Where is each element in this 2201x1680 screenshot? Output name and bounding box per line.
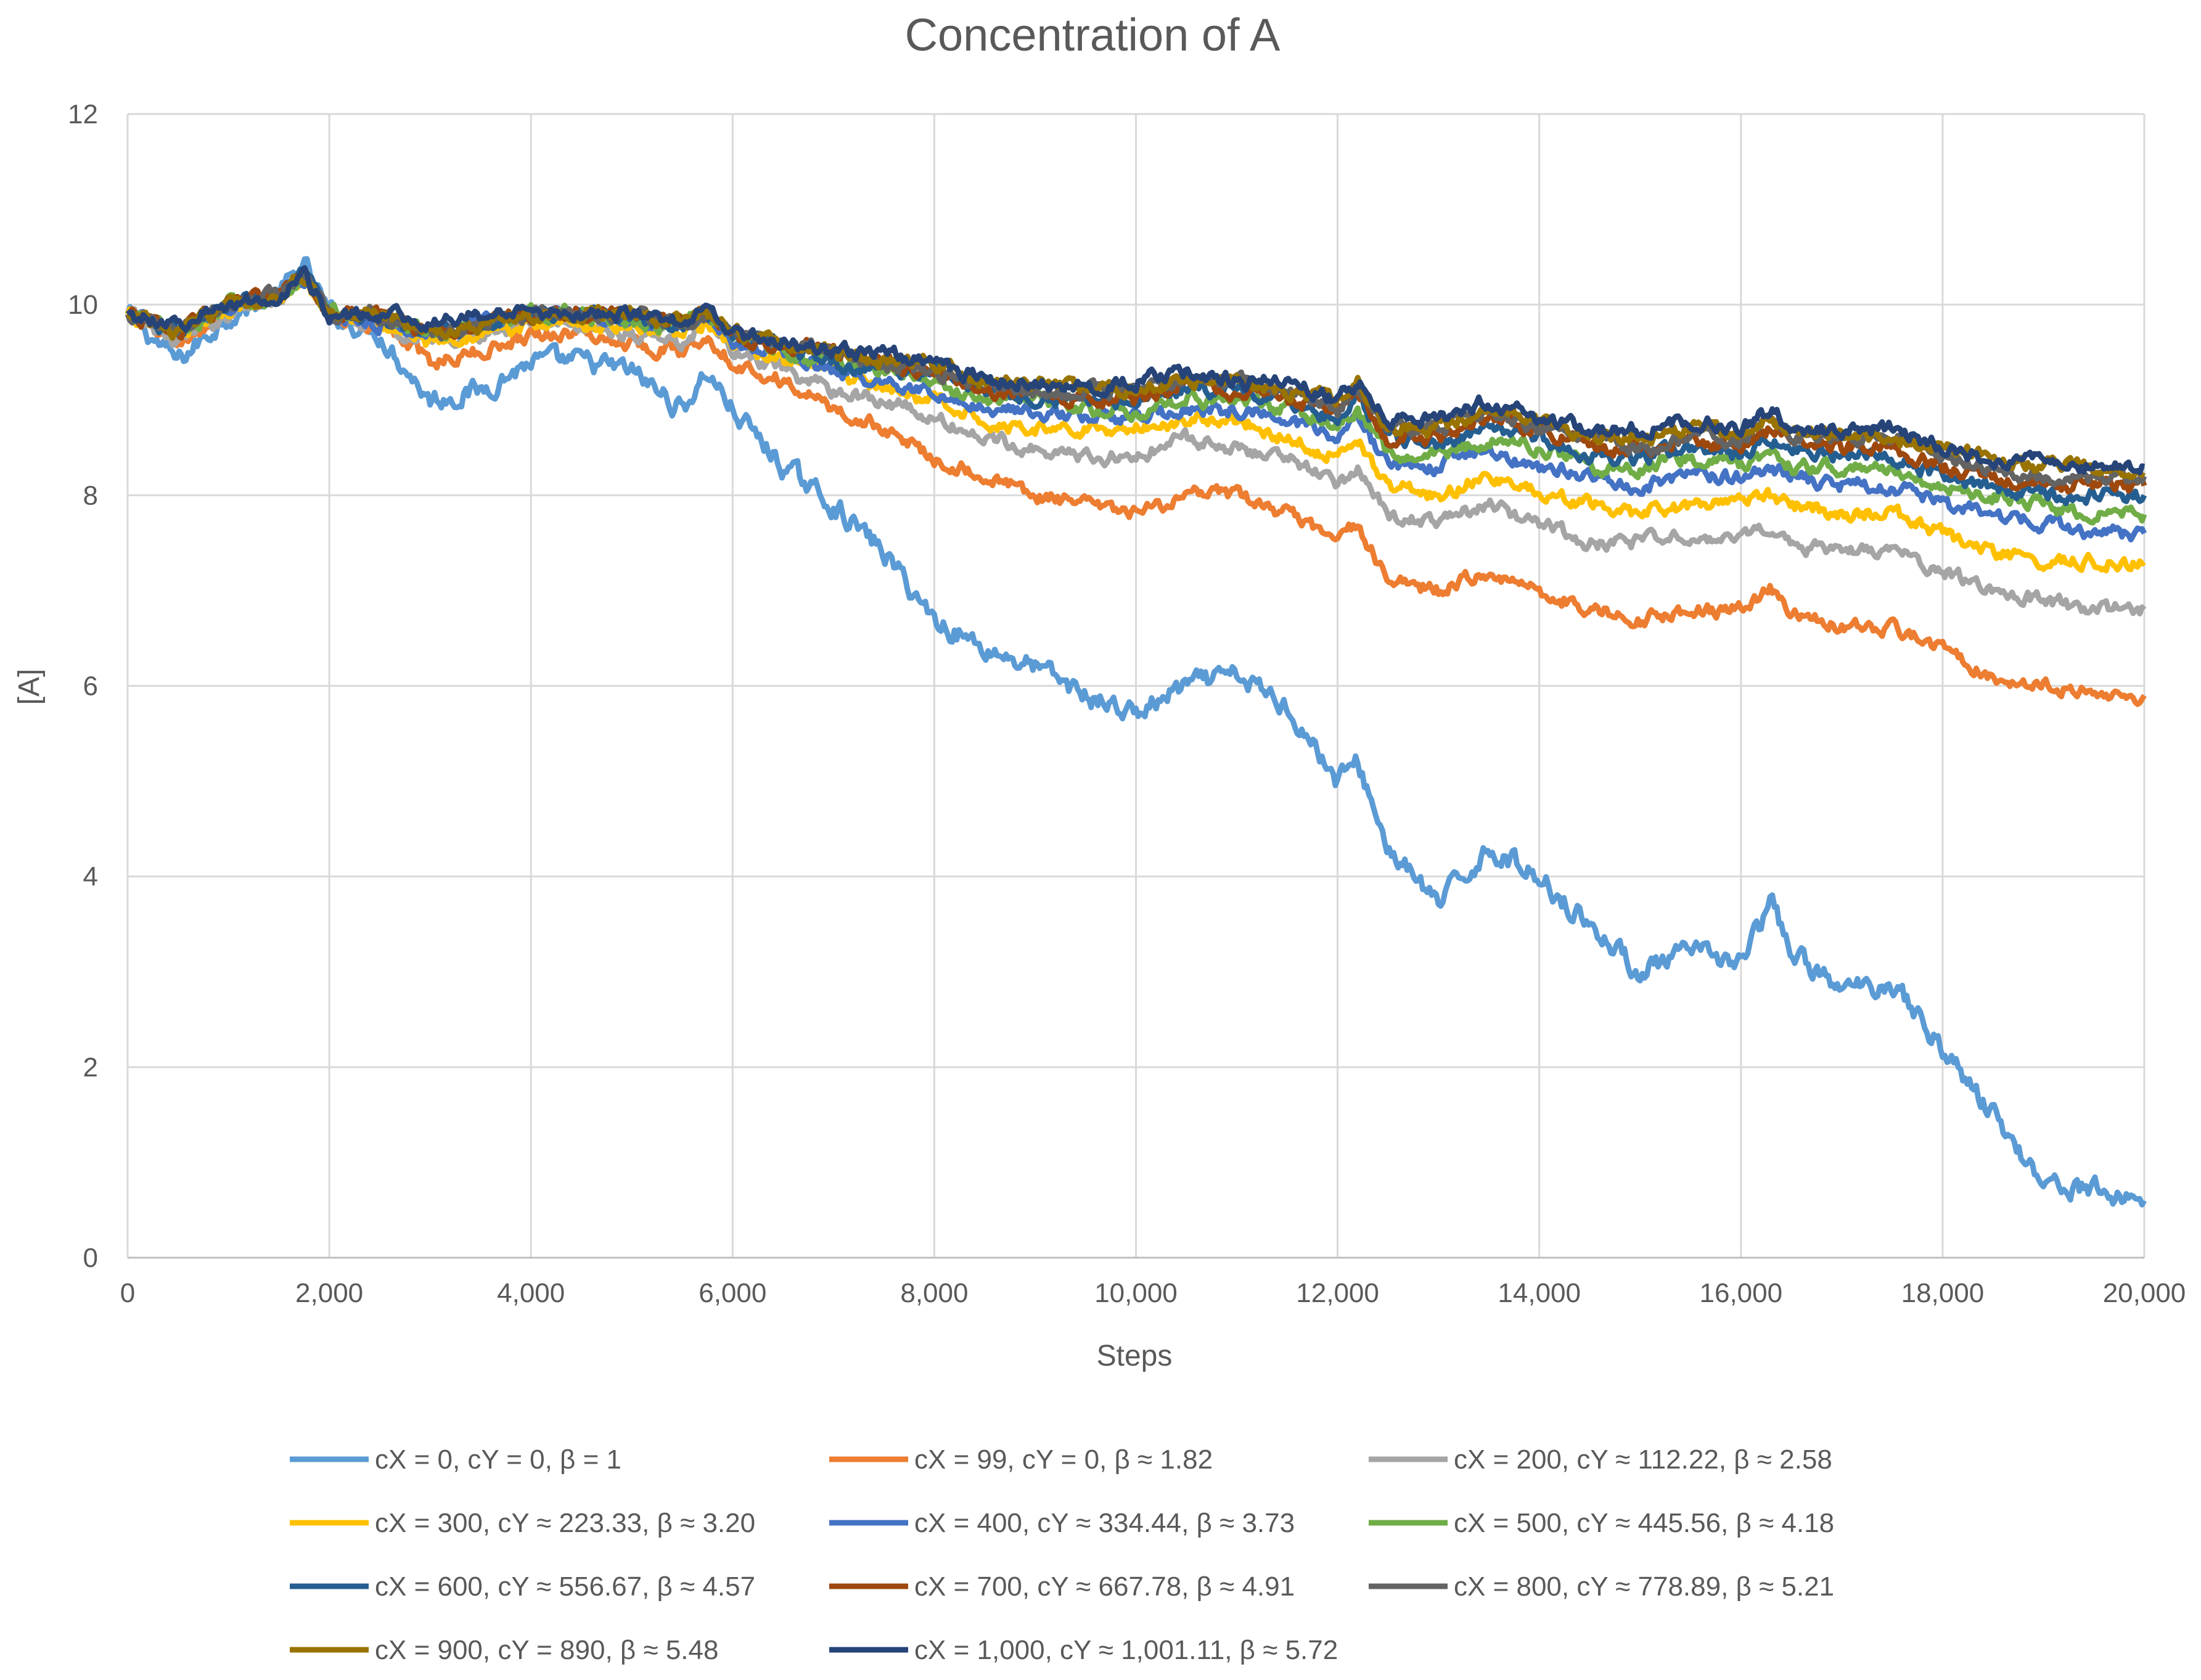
legend-label: cX = 0, cY = 0, β = 1 (375, 1444, 621, 1475)
series-line (125, 276, 2146, 574)
y-axis-ticks: 0 2 4 6 8 10 12 (68, 99, 98, 1273)
legend-item: cX = 900, cY = 890, β ≈ 5.48 (290, 1635, 718, 1665)
legend-item: cX = 200, cY ≈ 112.22, β ≈ 2.58 (1369, 1444, 1832, 1475)
chart-title: Concentration of A (905, 9, 1281, 60)
legend-label: cX = 700, cY ≈ 667.78, β ≈ 4.91 (914, 1571, 1295, 1602)
legend-label: cX = 900, cY = 890, β ≈ 5.48 (375, 1635, 718, 1665)
legend-label: cX = 400, cY ≈ 334.44, β ≈ 3.73 (914, 1508, 1295, 1538)
x-tick-label: 8,000 (900, 1278, 968, 1308)
legend-item: cX = 500, cY ≈ 445.56, β ≈ 4.18 (1369, 1508, 1834, 1538)
legend-label: cX = 500, cY ≈ 445.56, β ≈ 4.18 (1454, 1508, 1834, 1538)
legend-item: cX = 1,000, cY ≈ 1,001.11, β ≈ 5.72 (829, 1635, 1338, 1665)
x-tick-label: 12,000 (1296, 1278, 1379, 1308)
legend-label: cX = 99, cY = 0, β ≈ 1.82 (914, 1444, 1213, 1475)
legend-label: cX = 800, cY ≈ 778.89, β ≈ 5.21 (1454, 1571, 1834, 1602)
legend-item: cX = 800, cY ≈ 778.89, β ≈ 5.21 (1369, 1571, 1834, 1602)
y-tick-label: 0 (83, 1243, 98, 1273)
x-tick-label: 18,000 (1901, 1278, 1985, 1308)
x-axis-title: Steps (1097, 1340, 1173, 1372)
series-lines (125, 256, 2147, 1208)
legend-item: cX = 99, cY = 0, β ≈ 1.82 (829, 1444, 1213, 1475)
legend-label: cX = 1,000, cY ≈ 1,001.11, β ≈ 5.72 (914, 1635, 1338, 1665)
x-tick-label: 0 (120, 1278, 135, 1308)
legend-label: cX = 600, cY ≈ 556.67, β ≈ 4.57 (375, 1571, 755, 1602)
y-tick-label: 4 (83, 862, 98, 892)
legend: cX = 0, cY = 0, β = 1 cX = 99, cY = 0, β … (290, 1444, 1834, 1665)
x-tick-label: 10,000 (1094, 1278, 1178, 1308)
y-tick-label: 8 (83, 480, 98, 510)
legend-item: cX = 300, cY ≈ 223.33, β ≈ 3.20 (290, 1508, 755, 1538)
y-tick-label: 10 (68, 290, 98, 320)
legend-item: cX = 600, cY ≈ 556.67, β ≈ 4.57 (290, 1571, 755, 1602)
legend-label: cX = 200, cY ≈ 112.22, β ≈ 2.58 (1454, 1444, 1832, 1475)
x-tick-label: 16,000 (1700, 1278, 1783, 1308)
x-tick-label: 20,000 (2103, 1278, 2186, 1308)
y-tick-label: 6 (83, 671, 98, 702)
x-tick-label: 6,000 (699, 1278, 766, 1308)
y-tick-label: 2 (83, 1052, 98, 1083)
series-line (126, 265, 2146, 476)
series-line (125, 269, 2147, 707)
y-axis-title: [A] (13, 669, 46, 705)
legend-label: cX = 300, cY ≈ 223.33, β ≈ 3.20 (375, 1508, 755, 1538)
x-tick-label: 14,000 (1498, 1278, 1581, 1308)
series-line (125, 256, 2147, 1208)
x-tick-label: 4,000 (497, 1278, 565, 1308)
legend-item: cX = 0, cY = 0, β = 1 (290, 1444, 621, 1475)
x-tick-label: 2,000 (295, 1278, 363, 1308)
y-tick-label: 12 (68, 99, 98, 129)
legend-item: cX = 700, cY ≈ 667.78, β ≈ 4.91 (829, 1571, 1295, 1602)
x-axis-ticks: 0 2,000 4,000 6,000 8,000 10,000 12,000 14,000 1… (120, 1278, 2186, 1308)
legend-item: cX = 400, cY ≈ 334.44, β ≈ 3.73 (829, 1508, 1295, 1538)
